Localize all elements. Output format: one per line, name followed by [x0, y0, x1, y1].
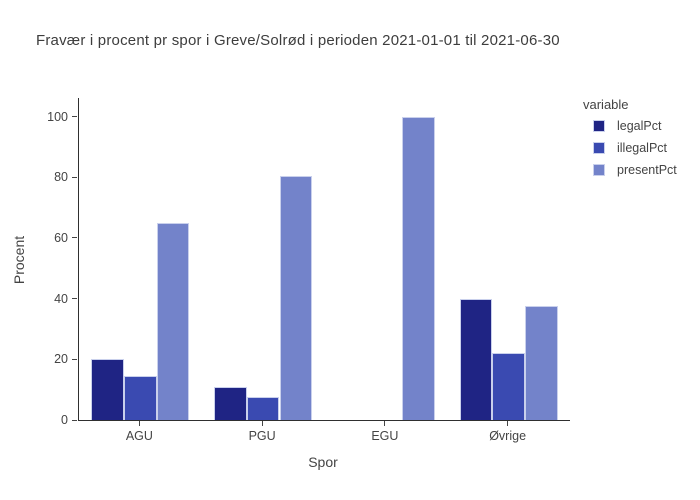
x-tick-mark: [261, 421, 263, 426]
y-tick-mark: [72, 419, 77, 421]
y-tick-mark: [72, 116, 77, 117]
legend-item-legalPct[interactable]: legalPct: [593, 119, 698, 133]
bar-presentPct-AGU[interactable]: [156, 222, 190, 420]
y-tick-label: 60: [54, 230, 68, 245]
legend-swatch-legalPct: [593, 120, 605, 132]
bar-illegalPct-AGU[interactable]: [124, 376, 157, 420]
legend-items: legalPct illegalPct presentPct: [583, 119, 698, 177]
chart-title: Fravær i procent pr spor i Greve/Solrød …: [36, 32, 560, 49]
bar-presentPct-EGU[interactable]: [402, 116, 435, 420]
legend-item-label: legalPct: [617, 119, 662, 133]
x-tick-mark: [138, 421, 140, 426]
y-tick-mark: [72, 237, 77, 239]
y-tick-mark: [72, 358, 77, 360]
y-tick-mark: [72, 176, 77, 178]
bar-illegalPct-Øvrige[interactable]: [492, 353, 525, 420]
bar-legalPct-AGU[interactable]: [91, 359, 124, 420]
x-tick-mark: [384, 421, 386, 426]
x-axis-title: Spor: [308, 454, 338, 470]
y-tick-label: 0: [61, 413, 68, 427]
bar-presentPct-Øvrige[interactable]: [525, 305, 558, 420]
legend-item-label: presentPct: [617, 163, 677, 177]
x-tick-mark: [507, 421, 509, 426]
y-tick-mark: [72, 298, 77, 300]
bar-legalPct-PGU[interactable]: [214, 386, 247, 420]
bar-presentPct-PGU[interactable]: [279, 175, 313, 420]
legend-title: variable: [583, 97, 629, 112]
legend-swatch-illegalPct: [593, 142, 605, 154]
x-tick-label: EGU: [371, 429, 399, 443]
legend-item-presentPct[interactable]: presentPct: [593, 163, 698, 177]
legend-item-label: illegalPct: [617, 141, 668, 155]
x-tick-label: Øvrige: [489, 429, 527, 443]
x-tick-label: AGU: [125, 429, 153, 443]
y-tick-label: 20: [54, 352, 68, 367]
bar-illegalPct-PGU[interactable]: [246, 396, 280, 420]
bar-legalPct-Øvrige[interactable]: [459, 298, 493, 420]
x-tick-label: PGU: [248, 429, 276, 443]
legend-item-illegalPct[interactable]: illegalPct: [593, 141, 698, 155]
y-axis-title: Procent: [11, 235, 27, 285]
legend: variable legalPct illegalPct presentPct: [583, 97, 698, 185]
plot-area: [78, 98, 570, 421]
legend-swatch-presentPct: [593, 164, 605, 176]
y-tick-label: 80: [54, 170, 68, 185]
y-tick-label: 100: [47, 109, 68, 124]
y-tick-label: 40: [54, 291, 68, 306]
